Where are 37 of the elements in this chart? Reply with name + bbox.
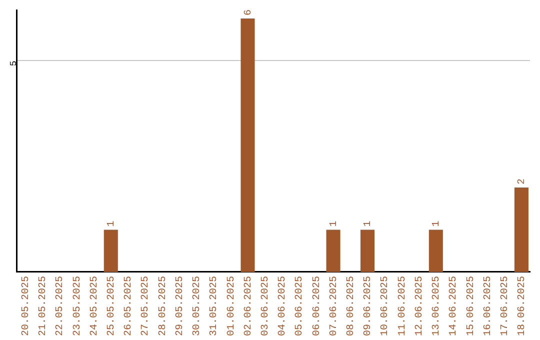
x-tick-label: 27.05.2025 xyxy=(140,276,152,336)
x-tick-label: 04.06.2025 xyxy=(278,276,289,336)
x-tick-label: 18.06.2025 xyxy=(517,276,528,336)
x-tick-label: 23.05.2025 xyxy=(72,276,84,336)
x-tick-label: 30.05.2025 xyxy=(192,276,204,336)
data-label: 1 xyxy=(432,220,443,227)
data-label: 2 xyxy=(517,178,528,184)
x-tick-label: 07.06.2025 xyxy=(328,276,340,336)
x-tick-label: 02.06.2025 xyxy=(243,276,254,336)
data-label: 1 xyxy=(363,220,374,227)
x-tick-label: 10.06.2025 xyxy=(380,276,392,336)
x-tick-label: 31.05.2025 xyxy=(209,276,220,336)
x-tick-label: 25.05.2025 xyxy=(106,276,118,336)
x-tick-label: 06.06.2025 xyxy=(312,276,323,336)
x-tick-label: 05.06.2025 xyxy=(294,276,306,336)
x-tick-label: 28.05.2025 xyxy=(158,276,169,336)
data-label: 1 xyxy=(328,220,340,227)
x-tick-label: 08.06.2025 xyxy=(346,276,358,336)
x-tick-label: 22.05.2025 xyxy=(55,276,66,336)
x-tick-label: 12.06.2025 xyxy=(414,276,426,336)
x-tick-label: 16.06.2025 xyxy=(482,276,494,336)
data-label: 1 xyxy=(106,220,118,227)
x-tick-label: 11.06.2025 xyxy=(397,276,408,336)
x-tick-label: 09.06.2025 xyxy=(363,276,374,336)
x-tick-label: 01.06.2025 xyxy=(226,276,238,336)
x-tick-label: 15.06.2025 xyxy=(466,276,477,336)
data-label: 6 xyxy=(243,9,254,16)
x-tick-label: 03.06.2025 xyxy=(260,276,272,336)
x-tick-label: 21.05.2025 xyxy=(38,276,50,336)
y-tick-label: 5 xyxy=(9,60,20,66)
x-tick-label: 26.05.2025 xyxy=(124,276,135,336)
x-tick-label: 20.05.2025 xyxy=(20,276,32,336)
x-tick-label: 29.05.2025 xyxy=(174,276,186,336)
x-tick-label: 17.06.2025 xyxy=(500,276,511,336)
x-tick-label: 24.05.2025 xyxy=(89,276,100,336)
x-tick-label: 14.06.2025 xyxy=(448,276,460,336)
x-tick-label: 13.06.2025 xyxy=(432,276,443,336)
